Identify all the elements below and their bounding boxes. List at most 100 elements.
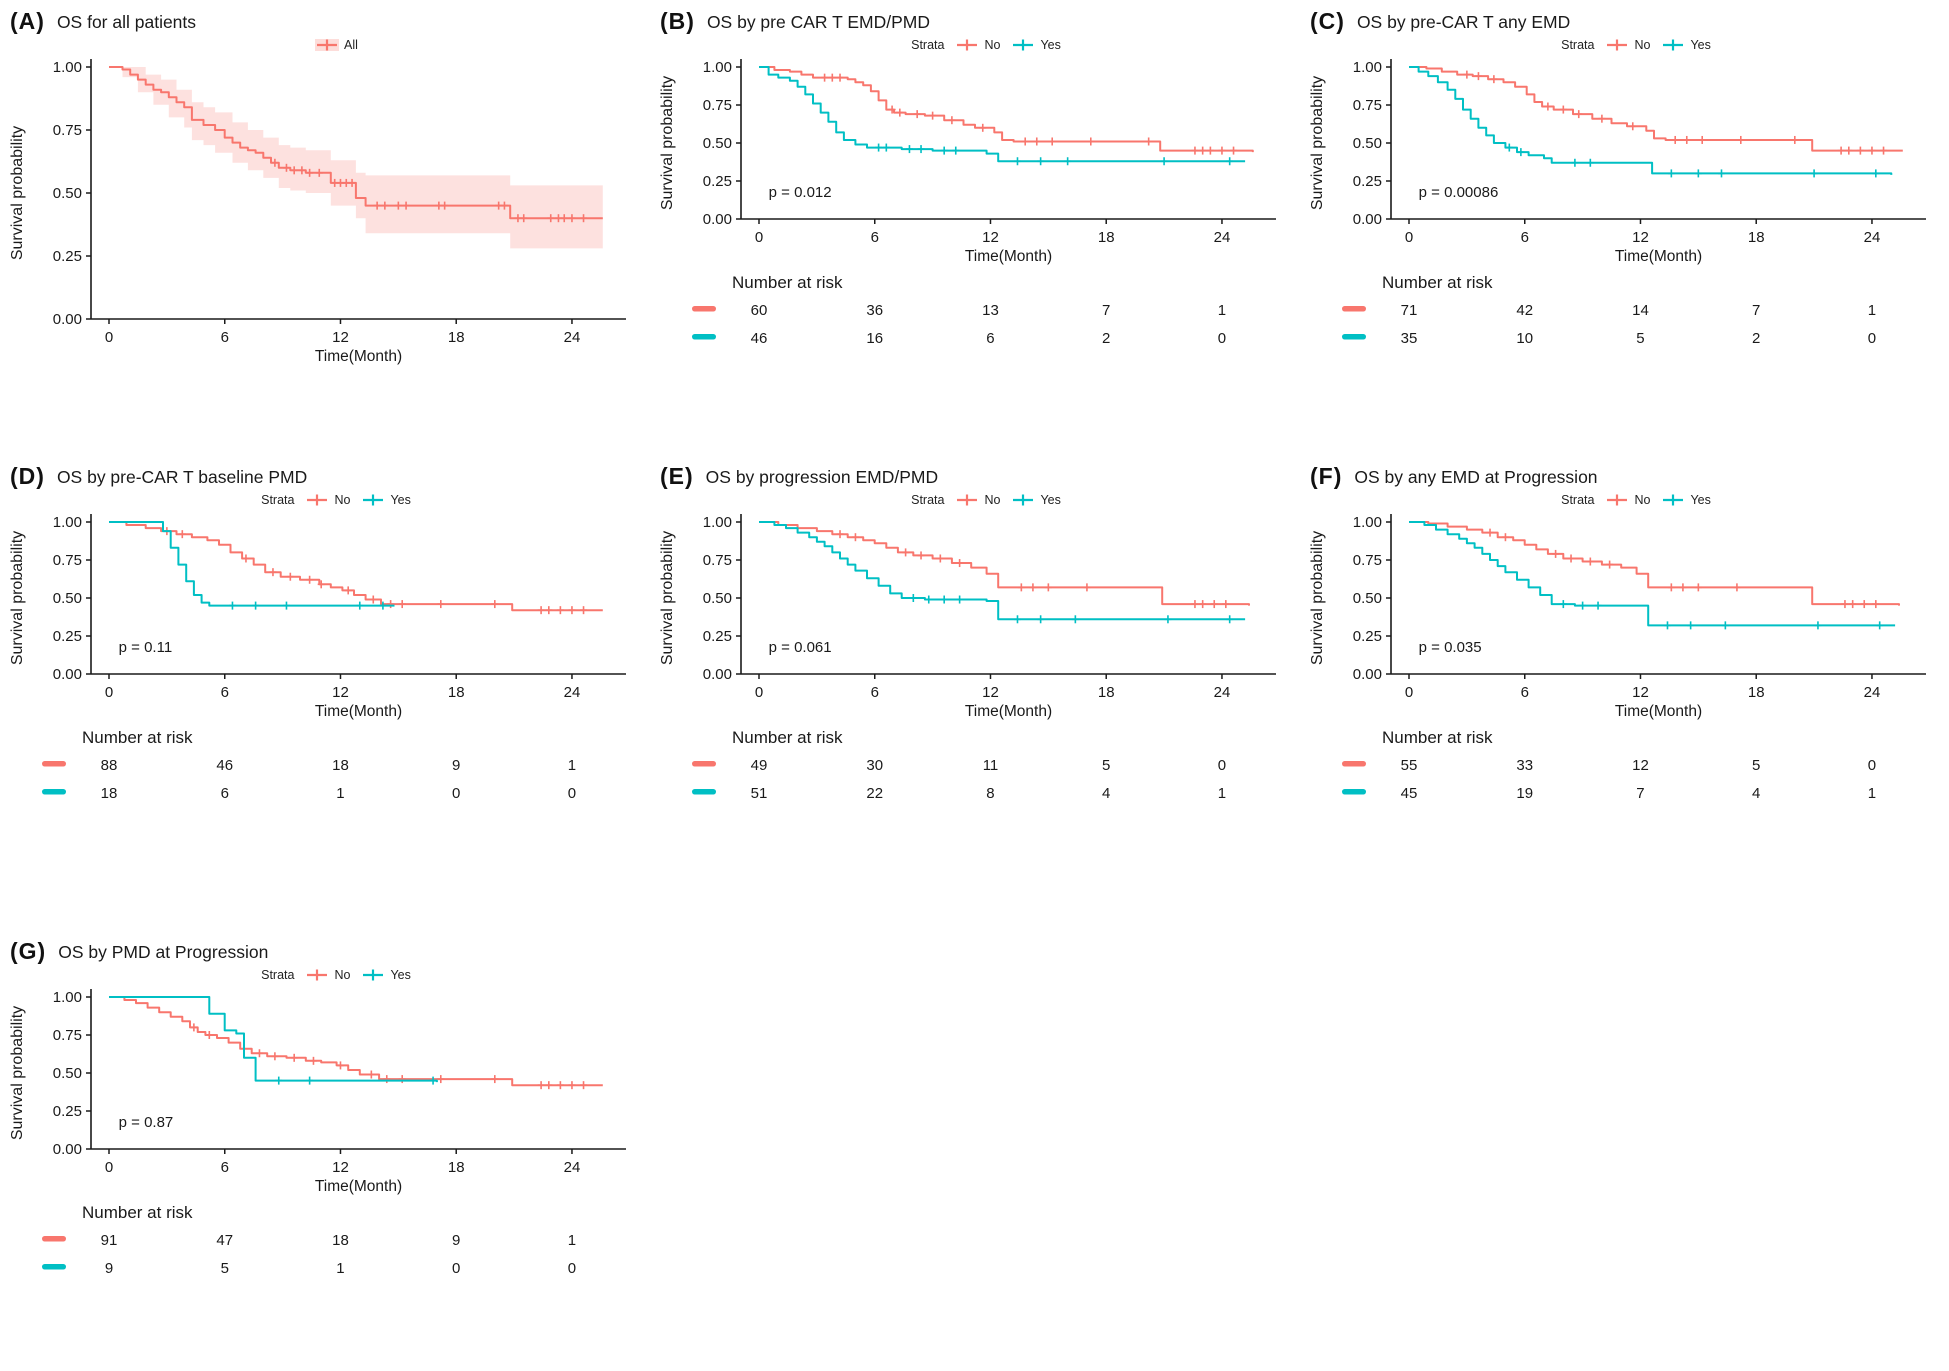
legend-title: Strata bbox=[261, 493, 295, 507]
strata-legend: Strata No Yes bbox=[1376, 493, 1896, 507]
risk-section: Number at risk 88 46 18 9 1 18 6 1 0 0 bbox=[6, 728, 644, 808]
svg-text:0.25: 0.25 bbox=[53, 1103, 82, 1120]
legend-cross-icon bbox=[1663, 494, 1684, 506]
legend-label: Yes bbox=[1040, 38, 1061, 52]
legend-item-no: No bbox=[954, 493, 1000, 507]
svg-text:55: 55 bbox=[1401, 757, 1418, 774]
svg-text:5: 5 bbox=[221, 1260, 229, 1277]
strata-legend: Strata No Yes bbox=[726, 38, 1246, 52]
svg-text:49: 49 bbox=[751, 757, 768, 774]
svg-text:0: 0 bbox=[105, 1159, 113, 1176]
svg-text:0.00: 0.00 bbox=[703, 211, 732, 228]
svg-text:0.25: 0.25 bbox=[703, 628, 732, 645]
panel-title: OS by progression EMD/PMD bbox=[705, 467, 939, 487]
svg-text:0.00: 0.00 bbox=[703, 666, 732, 683]
svg-text:60: 60 bbox=[751, 302, 768, 319]
legend-title: Strata bbox=[911, 493, 945, 507]
strata-legend: Strata No Yes bbox=[1376, 38, 1896, 52]
svg-text:p = 0.11: p = 0.11 bbox=[119, 639, 173, 656]
svg-text:1.00: 1.00 bbox=[53, 989, 82, 1006]
svg-text:0.75: 0.75 bbox=[53, 552, 82, 569]
km-plot: 1.00 0.75 0.50 0.25 0.00 0 6 12 18 24 Time(Month) S… bbox=[9, 989, 626, 1195]
svg-text:0: 0 bbox=[755, 229, 763, 246]
legend-label: No bbox=[334, 493, 351, 507]
legend-cross-icon bbox=[1013, 39, 1034, 51]
svg-text:Time(Month): Time(Month) bbox=[315, 348, 402, 365]
svg-text:5: 5 bbox=[1636, 330, 1644, 347]
svg-text:1.00: 1.00 bbox=[53, 514, 82, 531]
svg-text:1: 1 bbox=[1868, 302, 1876, 319]
legend-cross-icon bbox=[1663, 39, 1684, 51]
svg-text:46: 46 bbox=[216, 757, 233, 774]
svg-text:42: 42 bbox=[1516, 302, 1533, 319]
svg-text:2: 2 bbox=[1752, 330, 1760, 347]
svg-text:5: 5 bbox=[1752, 757, 1760, 774]
km-plot: 1.00 0.75 0.50 0.25 0.00 0 6 12 18 24 Time(Month) S… bbox=[9, 59, 626, 365]
svg-text:18: 18 bbox=[1098, 684, 1115, 701]
panel-label: (D) bbox=[10, 463, 45, 489]
svg-text:18: 18 bbox=[448, 329, 465, 346]
svg-text:0.25: 0.25 bbox=[703, 173, 732, 190]
svg-text:Survival probability: Survival probability bbox=[1309, 531, 1326, 665]
svg-text:24: 24 bbox=[1864, 684, 1881, 701]
legend-cross-icon bbox=[1607, 494, 1628, 506]
legend-label: Yes bbox=[1690, 493, 1711, 507]
panel-header: (C) OS by pre-CAR T any EMD bbox=[1306, 6, 1943, 35]
svg-text:Survival probability: Survival probability bbox=[659, 531, 676, 665]
svg-text:0.75: 0.75 bbox=[1353, 552, 1382, 569]
svg-text:p = 0.061: p = 0.061 bbox=[769, 639, 832, 656]
svg-text:51: 51 bbox=[751, 785, 768, 802]
risk-table: 88 46 18 9 1 18 6 1 0 0 bbox=[42, 757, 576, 802]
risk-section: Number at risk 60 36 13 7 1 46 16 6 2 0 bbox=[656, 273, 1294, 353]
legend-item-all: All bbox=[314, 38, 358, 52]
panel-header: (D) OS by pre-CAR T baseline PMD bbox=[6, 461, 644, 490]
svg-text:4: 4 bbox=[1752, 785, 1760, 802]
svg-text:Time(Month): Time(Month) bbox=[1615, 703, 1702, 720]
risk-table: 71 42 14 7 135 10 5 2 0 bbox=[1342, 302, 1876, 347]
km-plot: 1.00 0.75 0.50 0.25 0.00 0 6 12 18 24 Time(Month) S… bbox=[1309, 514, 1926, 720]
svg-text:p = 0.035: p = 0.035 bbox=[1419, 639, 1482, 656]
risk-table-title: Number at risk bbox=[82, 728, 193, 747]
legend-item-no: No bbox=[304, 493, 350, 507]
km-plot: 1.00 0.75 0.50 0.25 0.00 0 6 12 18 24 Time(Month) S… bbox=[659, 59, 1276, 265]
km-panel-G: (G) OS by PMD at Progression Strata No Yes… bbox=[0, 930, 650, 1371]
svg-text:8: 8 bbox=[986, 785, 994, 802]
panel-label: (F) bbox=[1310, 463, 1343, 489]
panel-title: OS by pre-CAR T baseline PMD bbox=[56, 467, 308, 487]
svg-text:4: 4 bbox=[1102, 785, 1110, 802]
legend-item-yes: Yes bbox=[360, 968, 411, 982]
svg-text:Survival probability: Survival probability bbox=[1309, 76, 1326, 210]
legend-cross-icon bbox=[957, 39, 978, 51]
svg-text:0.75: 0.75 bbox=[703, 552, 732, 569]
panel-label: (E) bbox=[660, 463, 694, 489]
legend-label: No bbox=[1634, 493, 1651, 507]
svg-text:0: 0 bbox=[1218, 757, 1226, 774]
svg-text:12: 12 bbox=[1632, 229, 1649, 246]
svg-text:18: 18 bbox=[448, 684, 465, 701]
svg-text:9: 9 bbox=[452, 757, 460, 774]
legend-label: No bbox=[984, 493, 1001, 507]
svg-text:9: 9 bbox=[452, 1232, 460, 1249]
svg-text:6: 6 bbox=[221, 785, 229, 802]
svg-text:0.50: 0.50 bbox=[1353, 135, 1382, 152]
svg-text:0: 0 bbox=[1868, 757, 1876, 774]
svg-text:18: 18 bbox=[1748, 229, 1765, 246]
legend-title: Strata bbox=[1561, 493, 1595, 507]
risk-table-title: Number at risk bbox=[732, 273, 843, 292]
svg-text:13: 13 bbox=[982, 302, 999, 319]
svg-text:0.00: 0.00 bbox=[1353, 211, 1382, 228]
km-panel-A: (A) OS for all patients All 1.00 0.75 0.50… bbox=[0, 0, 650, 455]
legend-cross-icon bbox=[363, 969, 384, 981]
svg-text:1: 1 bbox=[1218, 302, 1226, 319]
risk-table: 49 30 11 5 0 51 22 8 4 1 bbox=[692, 757, 1226, 802]
legend-label: All bbox=[344, 38, 358, 52]
km-panel-D: (D) OS by pre-CAR T baseline PMD Strata N… bbox=[0, 455, 650, 930]
legend-cross-icon bbox=[307, 494, 328, 506]
svg-text:0.25: 0.25 bbox=[1353, 628, 1382, 645]
svg-text:24: 24 bbox=[1214, 684, 1231, 701]
legend-cross-icon bbox=[363, 494, 384, 506]
svg-text:Time(Month): Time(Month) bbox=[1615, 248, 1702, 265]
legend-label: No bbox=[984, 38, 1001, 52]
svg-text:1.00: 1.00 bbox=[53, 59, 82, 76]
svg-text:22: 22 bbox=[866, 785, 883, 802]
